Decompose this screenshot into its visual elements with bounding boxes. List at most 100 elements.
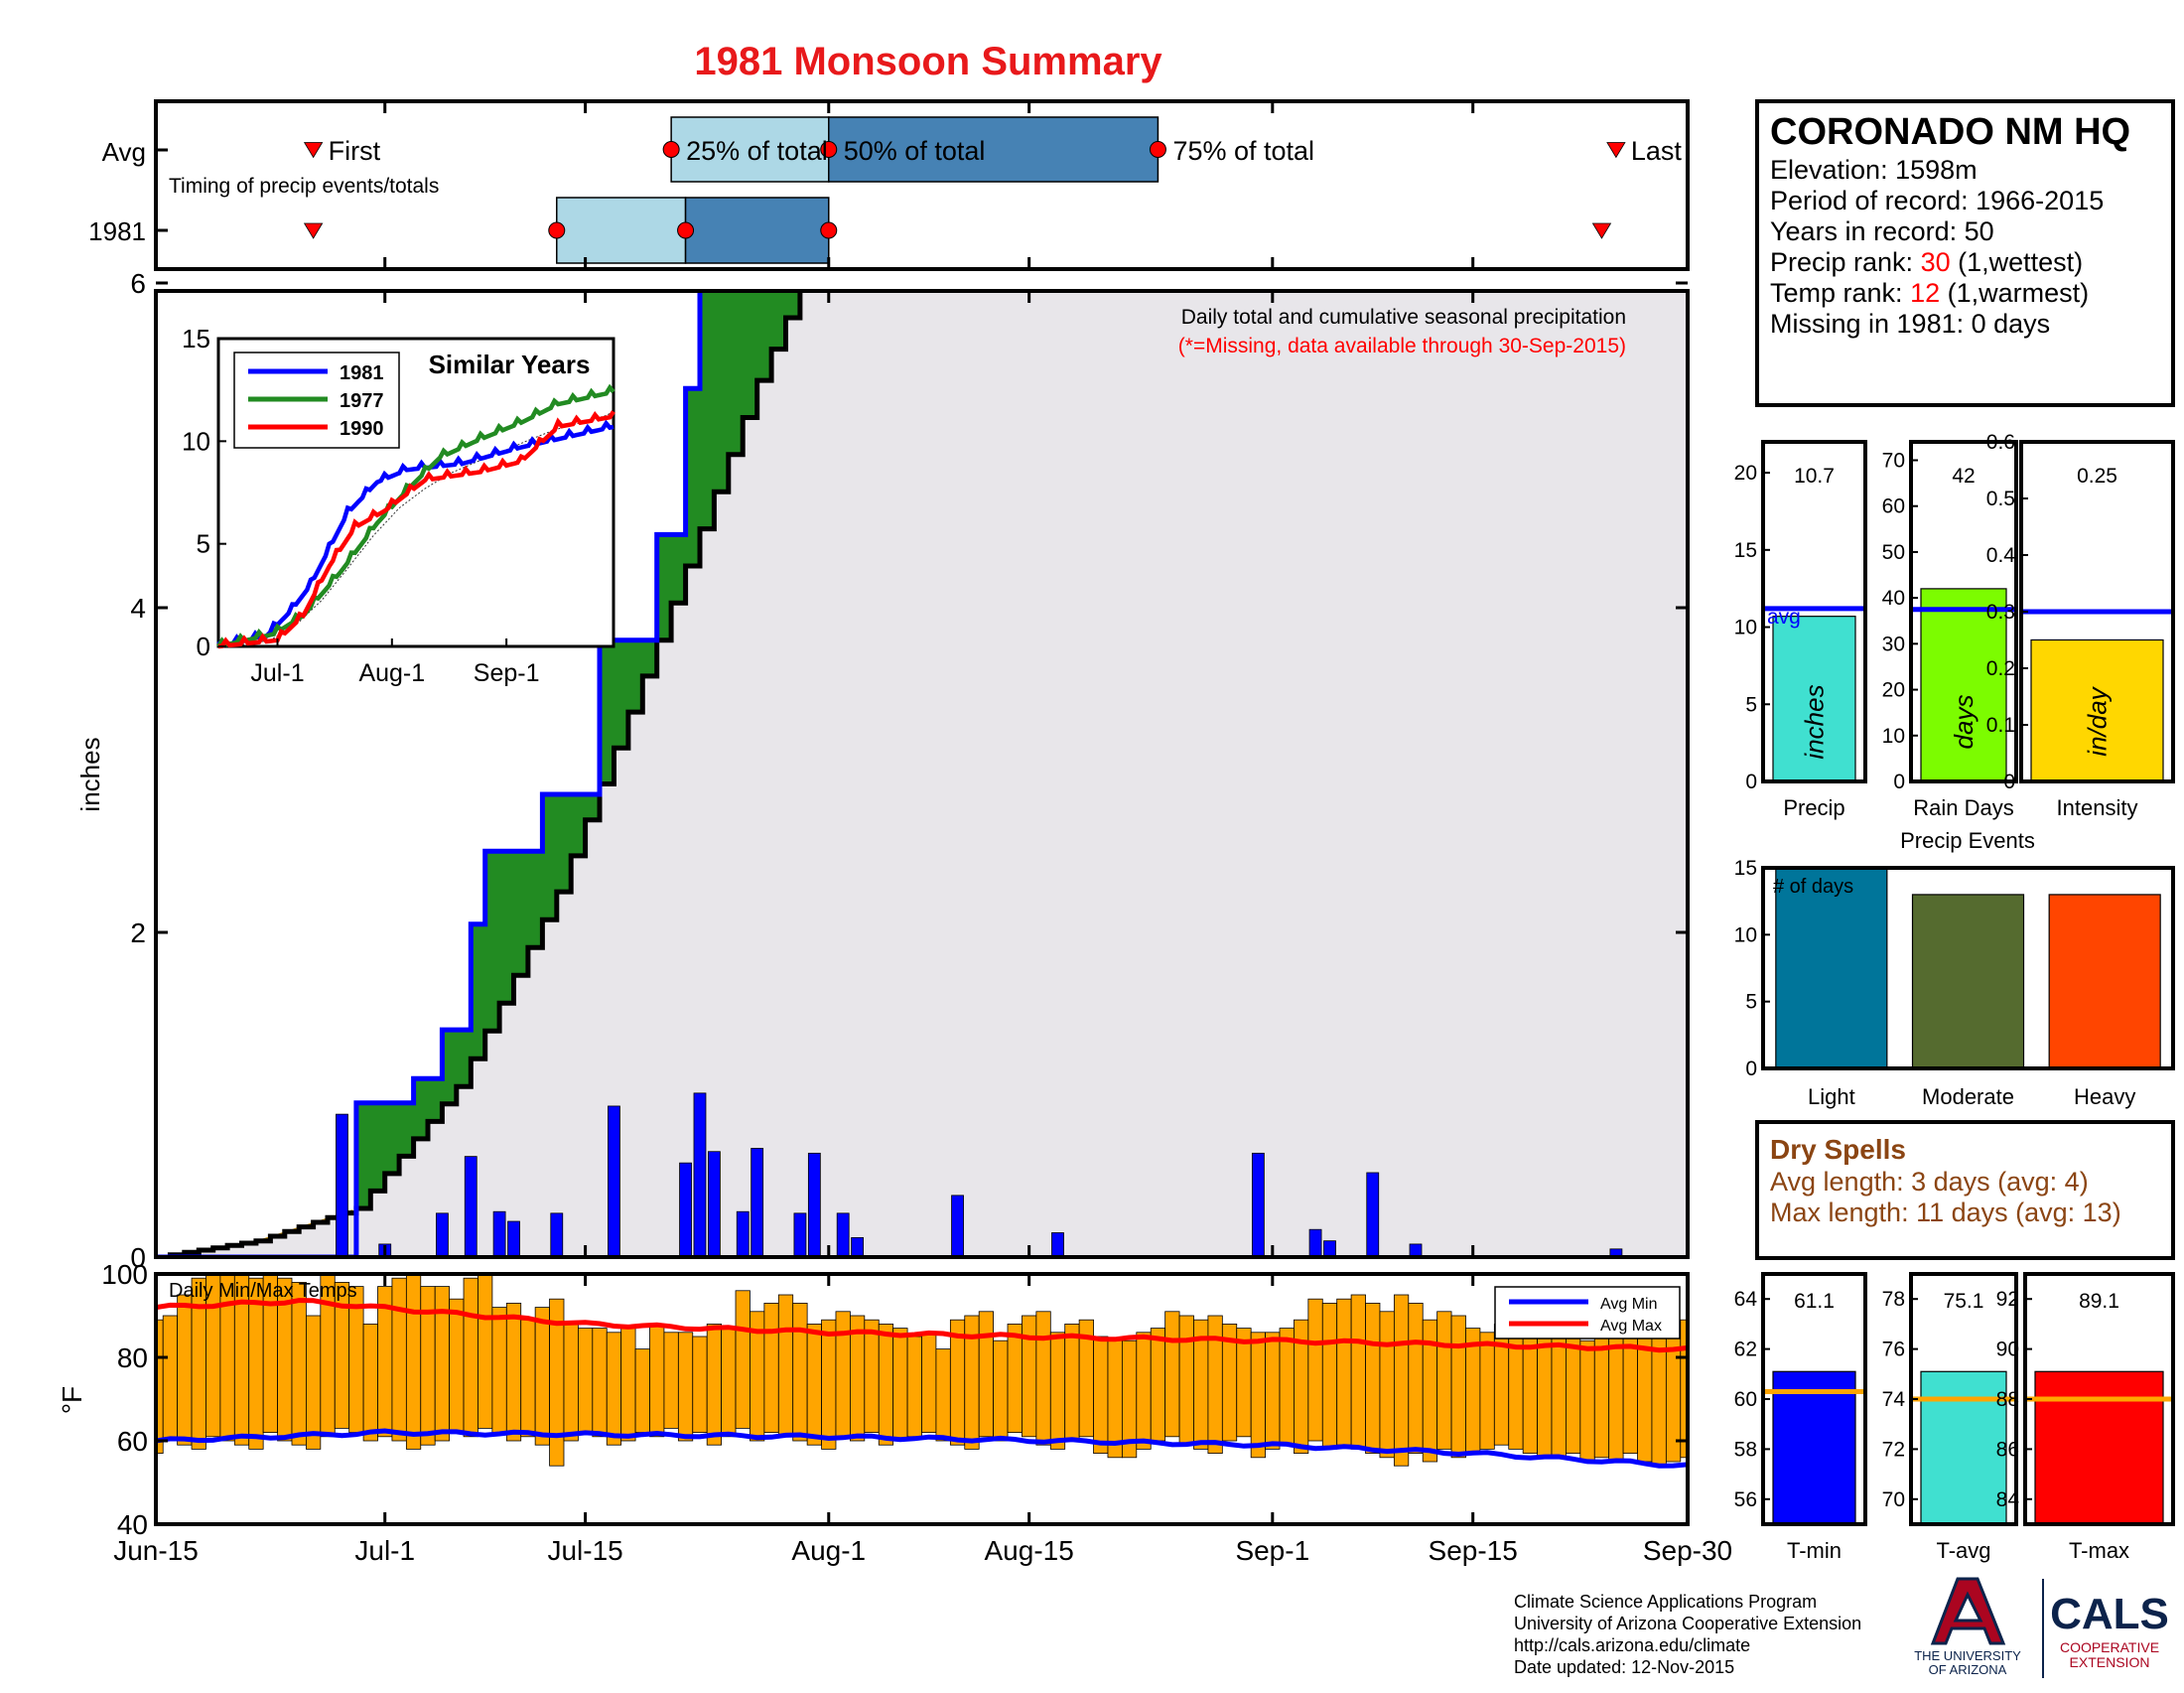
temp-range-bar [1393, 1294, 1410, 1467]
panel-value-bar [2034, 1370, 2164, 1525]
events-frame [1761, 866, 2175, 1070]
y1981-row-p50-marker [677, 221, 695, 239]
panel-tick-label: 10 [1882, 725, 1905, 748]
temp-range-bar [634, 1348, 650, 1433]
daily-temps-panel: 40 60 80 100 Jun-15 Jul-1 Jul-15 Aug-1 Aug-15 Sep… [57, 1259, 1732, 1566]
temp-range-bar [291, 1282, 307, 1446]
panel-tick-label: 40 [1882, 587, 1905, 610]
x-tick-label: Sep-30 [1643, 1535, 1732, 1566]
events-tick-label: 5 [1745, 991, 1757, 1014]
y1981-row-first-marker [303, 222, 324, 239]
panel-tick-label: 70 [1882, 1488, 1905, 1511]
panel-tick-label: 15 [1734, 539, 1757, 562]
panel-tick-label: 0.1 [1986, 714, 2015, 737]
rank-suffix: (1,wettest) [1951, 247, 2084, 277]
y1981-row-box-25-50 [556, 197, 687, 264]
panel-label: Rain Days [1913, 795, 2013, 820]
footer-line: Climate Science Applications Program [1514, 1592, 1817, 1612]
daily-precip-bar [736, 1210, 750, 1257]
panel-tick-label: 0.4 [1986, 544, 2016, 567]
panel-tick-label: 60 [1734, 1388, 1757, 1411]
inset-y-tick-label: 10 [182, 426, 210, 456]
x-tick-label: Aug-1 [791, 1535, 866, 1566]
panel-tick-label: 0.6 [1986, 431, 2015, 454]
temp-range-bar [1307, 1298, 1323, 1442]
temp-range-bar [1336, 1298, 1352, 1446]
daily-precip-bar [951, 1195, 964, 1257]
panel-value-bar [2030, 638, 2164, 782]
daily-precip-bar [693, 1092, 707, 1257]
inset-x-tick-label: Jul-1 [250, 659, 304, 687]
panel-value-bar [1920, 1370, 2007, 1525]
ua-logo-text: THE UNIVERSITY [1914, 1648, 2021, 1663]
temps-title: Daily Min/Max Temps [169, 1280, 357, 1302]
temp-range-bar [706, 1324, 723, 1446]
temp-range-bar [1365, 1303, 1381, 1455]
x-tick-label: Jun-15 [113, 1535, 199, 1566]
similar-years-inset: 0 5 10 15 Jul-1 Aug-1 Sep-1 Similar Years 1981 19… [182, 324, 615, 687]
legend-label-1981: 1981 [340, 362, 384, 384]
average-cumulative-line [156, 291, 803, 1257]
temp-range-bar [1579, 1340, 1595, 1463]
panel-frame [1909, 440, 2018, 783]
avg-row-box-50-75 [828, 116, 1160, 183]
temp-range-bar [649, 1324, 665, 1438]
y1981-row-box-50-75 [684, 197, 830, 264]
temp-range-bar [1150, 1328, 1166, 1442]
footer-line: http://cals.arizona.edu/climate [1514, 1635, 1750, 1655]
avg-max-line [156, 1298, 1688, 1353]
event-bar-heavy [2048, 894, 2161, 1069]
panel-tick-label: 64 [1734, 1288, 1758, 1311]
temp-range-bar [563, 1324, 579, 1442]
panel-tick-label: 90 [1996, 1339, 2019, 1361]
temp-range-bar [491, 1307, 507, 1433]
events-title: Precip Events [1900, 828, 2035, 853]
temp-range-bar [906, 1336, 922, 1438]
panel-tick-label: 84 [1996, 1488, 2020, 1511]
cals-logo-text: COOPERATIVE [2060, 1639, 2159, 1655]
temp-range-bar [892, 1328, 908, 1442]
panel-tick-label: 86 [1996, 1438, 2019, 1461]
station-line: Elevation: 1598m [1770, 155, 1978, 185]
x-tick-label: Jul-15 [547, 1535, 622, 1566]
x-tick-label: Jul-1 [354, 1535, 415, 1566]
dry-spells-frame [1755, 1120, 2175, 1260]
label-75pct: 75% of total [1172, 136, 1314, 166]
label-25pct: 25% of total [686, 136, 828, 166]
temp-range-bar [1637, 1332, 1653, 1463]
footer-line: Date updated: 12-Nov-2015 [1514, 1657, 1734, 1677]
panel-value-label: 61.1 [1794, 1290, 1835, 1313]
station-name: CORONADO NM HQ [1770, 111, 2130, 153]
rank-prefix: Precip rank: [1770, 247, 1921, 277]
x-tick-label: Sep-15 [1429, 1535, 1518, 1566]
temp-range-bar [1064, 1324, 1080, 1442]
legend-label-avg-min: Avg Min [1600, 1296, 1658, 1313]
temp-range-bar [935, 1348, 951, 1442]
temp-range-bar [592, 1328, 608, 1438]
temps-legend [1494, 1286, 1681, 1340]
panel-value-label: 0.25 [2077, 465, 2117, 488]
temp-range-bar [362, 1324, 378, 1442]
event-category-label: Heavy [2074, 1084, 2135, 1109]
temp-range-bar [821, 1319, 837, 1450]
temp-range-bar [534, 1307, 550, 1446]
dry-spells-title: Dry Spells [1770, 1134, 1906, 1165]
panel-tick-label: 20 [1882, 679, 1905, 702]
label-50pct: 50% of total [844, 136, 986, 166]
temp-range-bar [677, 1332, 694, 1442]
panel-label: T-max [2069, 1538, 2129, 1563]
temp-range-bar [878, 1324, 894, 1446]
panel-tick-label: 5 [1745, 693, 1757, 716]
panel-tick-label: 0.3 [1986, 601, 2015, 624]
events-ylabel: # of days [1773, 876, 1853, 898]
panel-label: Precip [1783, 795, 1844, 820]
daily-precip-bar [464, 1156, 478, 1257]
temp-range-bar [993, 1340, 1009, 1442]
daily-precip-bar [1308, 1228, 1322, 1257]
panel-unit-label: days [1949, 695, 1979, 750]
temp-range-bar [1436, 1311, 1452, 1450]
panel-tick-label: 60 [1882, 495, 1905, 518]
y1981-row-p75-marker [820, 221, 838, 239]
dry-spells-line: Avg length: 3 days (avg: 4) [1770, 1167, 2089, 1197]
